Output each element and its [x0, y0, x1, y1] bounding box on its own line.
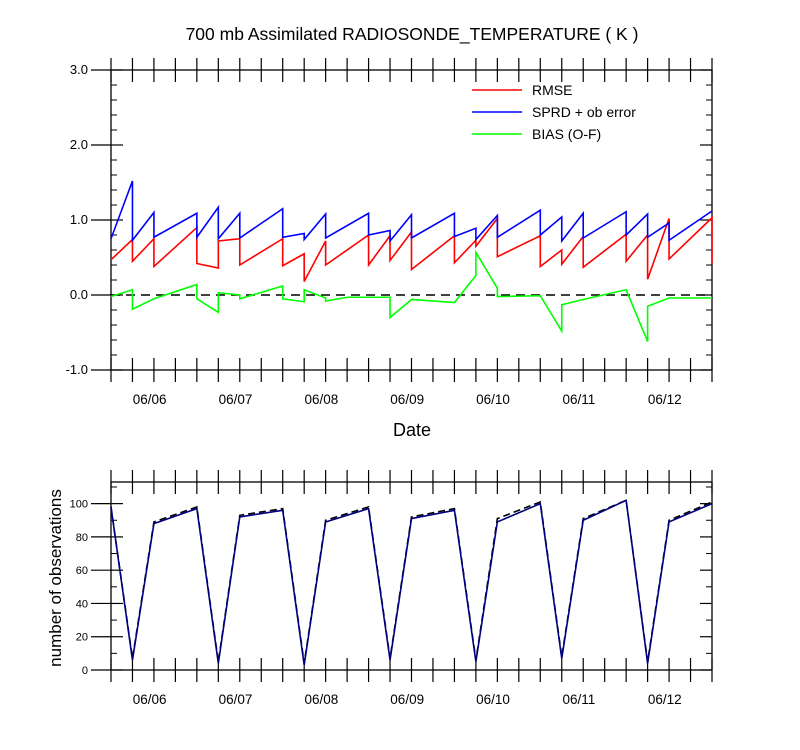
legend-label-bias: BIAS (O-F): [532, 126, 601, 142]
rmse-bias-chart: 700 mb Assimilated RADIOSONDE_TEMPERATUR…: [66, 24, 713, 440]
x-tick-label: 06/12: [648, 392, 682, 407]
bottom-plot-frame: [110, 481, 713, 671]
x-axis-title: Date: [393, 420, 431, 440]
x-tick-label: 06/09: [390, 392, 424, 407]
y-tick-label: 20: [76, 632, 88, 644]
y-tick-label: 0: [82, 665, 88, 677]
legend: RMSE SPRD + ob error BIAS (O-F): [472, 82, 636, 142]
series-line-possible-observations: [110, 499, 713, 664]
x-tick-label: 06/07: [219, 392, 253, 407]
x-tick-label: 06/07: [219, 692, 253, 707]
y-tick-label: -1.0: [66, 362, 88, 377]
x-tick-label: 06/11: [563, 392, 596, 407]
chart-title: 700 mb Assimilated RADIOSONDE_TEMPERATUR…: [186, 24, 639, 45]
bottom-y-axis: 0 20 40 60 80 100: [70, 486, 712, 677]
y-tick-label: 2.0: [70, 137, 88, 152]
legend-label-sprd: SPRD + ob error: [532, 104, 636, 120]
y-tick-label: 100: [70, 499, 88, 511]
y-tick-label: 60: [76, 565, 88, 577]
x-tick-label: 06/09: [390, 692, 424, 707]
y-tick-label: 1.0: [70, 212, 88, 227]
y-axis-title-observations: number of observations: [46, 489, 65, 667]
x-tick-label: 06/06: [133, 392, 167, 407]
series-line-assimilated-observations: [110, 499, 713, 666]
x-tick-label: 06/08: [304, 692, 338, 707]
y-tick-label: 80: [76, 532, 88, 544]
x-tick-label: 06/06: [133, 692, 167, 707]
x-tick-label: 06/12: [648, 692, 682, 707]
bottom-series-group: [110, 499, 713, 666]
bottom-x-axis: 06/06 06/07 06/08 06/09 06/10 06/11 06/12: [110, 470, 713, 707]
legend-label-rmse: RMSE: [532, 82, 572, 98]
series-line-sprd-ob-error: [110, 180, 713, 244]
top-x-axis: 06/06 06/07 06/08 06/09 06/10 06/11 06/12: [110, 58, 713, 407]
x-tick-label: 06/11: [563, 692, 596, 707]
series-line-bias-o-f: [110, 249, 712, 342]
x-tick-label: 06/10: [476, 692, 510, 707]
y-tick-label: 3.0: [70, 62, 88, 77]
x-tick-label: 06/10: [476, 392, 510, 407]
y-tick-label: 40: [76, 598, 88, 610]
y-tick-label: 0.0: [70, 287, 88, 302]
top-series-group: [110, 180, 713, 342]
x-tick-label: 06/08: [304, 392, 338, 407]
